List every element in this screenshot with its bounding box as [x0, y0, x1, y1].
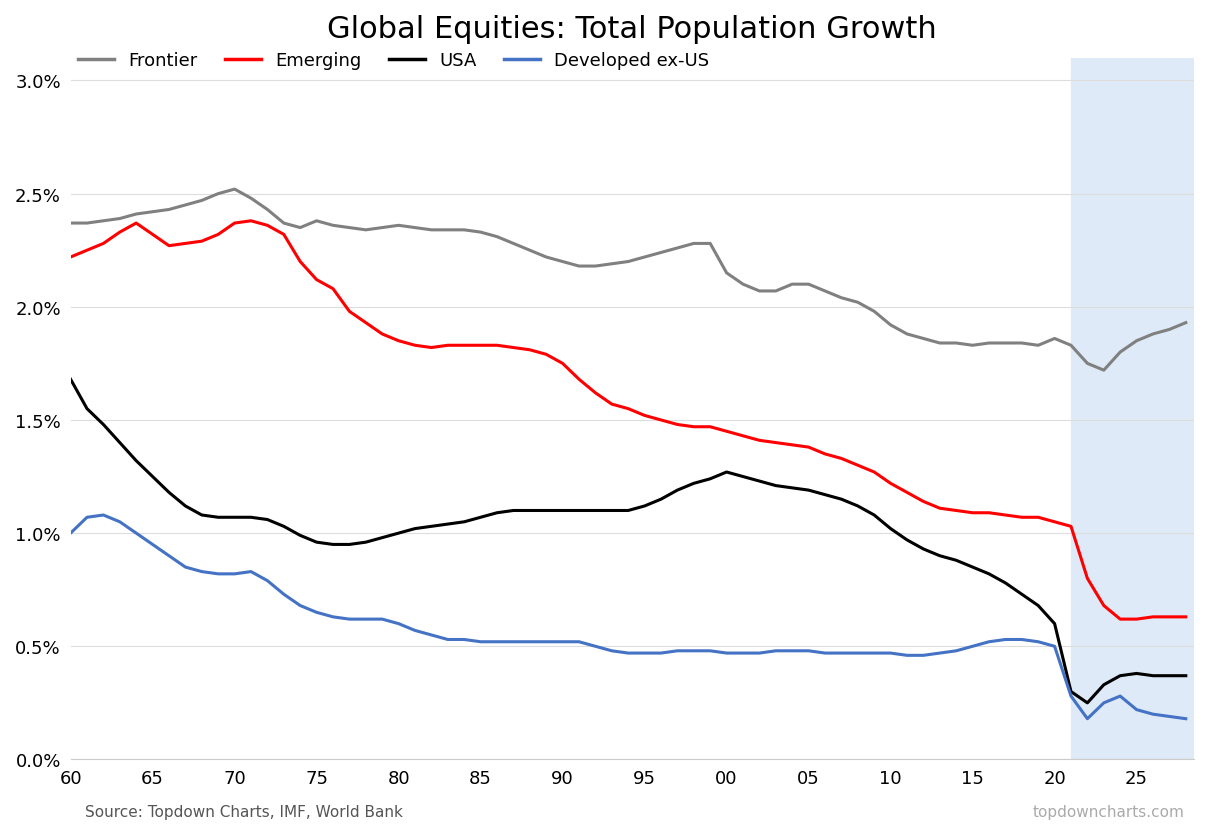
- Text: Source: Topdown Charts, IMF, World Bank: Source: Topdown Charts, IMF, World Bank: [85, 804, 403, 819]
- Legend: Frontier, Emerging, USA, Developed ex-US: Frontier, Emerging, USA, Developed ex-US: [70, 45, 717, 77]
- Text: topdowncharts.com: topdowncharts.com: [1032, 804, 1185, 819]
- Bar: [1071, 59, 1194, 759]
- Title: Global Equities: Total Population Growth: Global Equities: Total Population Growth: [328, 15, 937, 44]
